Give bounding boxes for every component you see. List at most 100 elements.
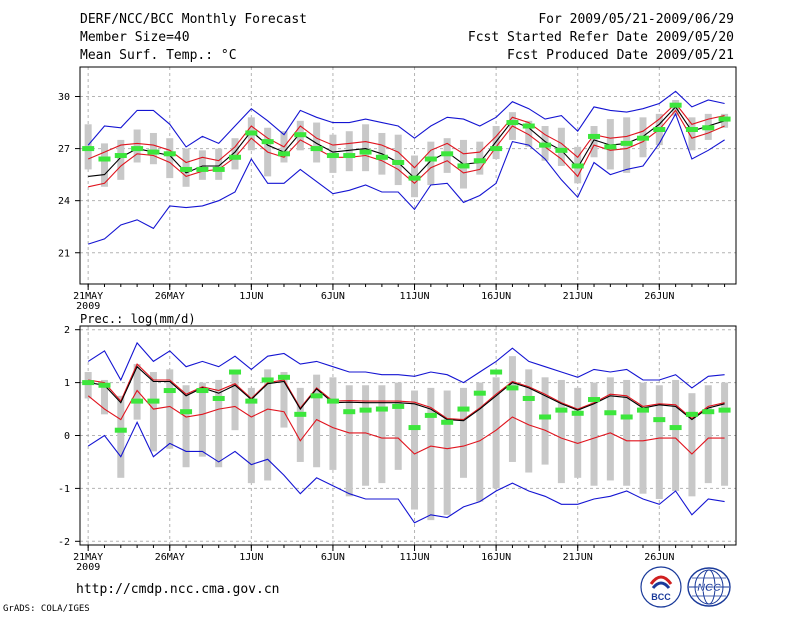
ensemble-spread-box xyxy=(133,364,141,420)
x-tick-label: 1JUN xyxy=(239,291,263,302)
observed-marker xyxy=(620,140,633,146)
observed-marker xyxy=(506,120,519,126)
fcst-produced-date: Fcst Produced Date 2009/05/21 xyxy=(507,48,734,63)
ensemble-spread-box xyxy=(133,129,141,163)
observed-marker xyxy=(277,151,290,157)
observed-marker xyxy=(392,403,405,409)
ensemble-spread-box xyxy=(149,372,157,452)
ensemble-spread-box xyxy=(100,379,108,415)
x-tick-label: 16JUN xyxy=(481,552,511,563)
observed-marker xyxy=(408,175,421,181)
observed-marker xyxy=(408,425,421,431)
ensemble-spread-box xyxy=(443,390,451,515)
observed-marker xyxy=(343,153,356,159)
ensemble-spread-box xyxy=(362,385,370,486)
fcst-started-date: Fcst Started Refer Date 2009/05/20 xyxy=(467,30,734,45)
ensemble-spread-box xyxy=(721,382,729,486)
observed-marker xyxy=(294,411,307,417)
x-tick-label: 21JUN xyxy=(563,291,593,302)
observed-marker xyxy=(685,126,698,132)
ensemble-spread-box xyxy=(215,148,223,180)
ensemble-spread-box xyxy=(231,138,239,170)
observed-marker xyxy=(620,414,633,420)
observed-marker xyxy=(555,407,568,413)
observed-marker xyxy=(490,369,503,375)
observed-marker xyxy=(98,382,111,388)
x-tick-label: 26MAY xyxy=(155,291,185,302)
ensemble-spread-box xyxy=(492,377,500,489)
observed-marker xyxy=(441,419,454,425)
ensemble-spread-box xyxy=(606,377,614,481)
ensemble-spread-box xyxy=(672,379,680,492)
ensemble-spread-box xyxy=(100,143,108,187)
ensemble-spread-box xyxy=(280,372,288,428)
observed-marker xyxy=(82,380,95,386)
observed-marker xyxy=(424,412,437,418)
observed-marker xyxy=(114,427,127,433)
ensemble-spread-box xyxy=(215,379,223,468)
ensemble-spread-box xyxy=(84,372,92,399)
ensemble-spread-box xyxy=(508,356,516,462)
ensemble-spread-box xyxy=(182,385,190,468)
ensemble-spread-box xyxy=(378,385,386,484)
observed-marker xyxy=(522,123,535,129)
ensemble-spread-box xyxy=(655,385,663,499)
observed-marker xyxy=(82,146,95,152)
x-tick-label: 26JUN xyxy=(644,291,674,302)
series-ensemble-mean xyxy=(88,106,725,179)
observed-marker xyxy=(571,410,584,416)
observed-marker xyxy=(718,407,731,413)
observed-marker xyxy=(261,139,274,145)
y-tick-label: -1 xyxy=(58,484,70,495)
x-tick-label: 11JUN xyxy=(399,552,429,563)
ensemble-spread-box xyxy=(427,141,435,186)
ensemble-spread-box xyxy=(117,395,125,478)
observed-marker xyxy=(114,153,127,159)
ensemble-spread-box xyxy=(264,369,272,481)
x-tick-label: 21JUN xyxy=(563,552,593,563)
ensemble-spread-box xyxy=(198,150,206,180)
ensemble-spread-box xyxy=(525,120,533,147)
ensemble-spread-box xyxy=(394,134,402,186)
observed-marker xyxy=(392,159,405,165)
observed-marker xyxy=(196,166,209,172)
observed-marker xyxy=(571,163,584,169)
series-ensemble-mean xyxy=(88,365,725,422)
ensemble-spread-box xyxy=(296,387,304,462)
series-upper-red xyxy=(88,363,725,421)
y-tick-label: 30 xyxy=(58,92,70,103)
precip-panel-title: Prec.: log(mm/d) xyxy=(80,312,196,326)
observed-marker xyxy=(277,374,290,380)
observed-marker xyxy=(457,406,470,412)
series-lower-blue xyxy=(88,112,725,245)
observed-marker xyxy=(229,369,242,375)
ensemble-spread-box xyxy=(247,387,255,484)
ensemble-spread-box xyxy=(313,374,321,468)
ensemble-spread-box xyxy=(345,385,353,497)
series-upper-blue xyxy=(87,90,725,148)
observed-marker xyxy=(180,166,193,172)
y-tick-label: 21 xyxy=(58,248,70,259)
ensemble-spread-box xyxy=(394,382,402,470)
x-tick-label: 26JUN xyxy=(644,552,674,563)
observed-marker xyxy=(359,407,372,413)
observed-marker xyxy=(702,125,715,131)
ensemble-spread-box xyxy=(541,377,549,465)
source-url[interactable]: http://cmdp.ncc.cma.gov.cn xyxy=(76,582,280,597)
x-tick-label: 6JUN xyxy=(321,291,345,302)
observed-marker xyxy=(539,414,552,420)
y-tick-label: 0 xyxy=(64,431,70,442)
observed-marker xyxy=(163,388,176,394)
observed-marker xyxy=(490,146,503,152)
ensemble-spread-box xyxy=(459,387,467,478)
ensemble-spread-box xyxy=(411,390,419,510)
observed-marker xyxy=(653,417,666,423)
observed-marker xyxy=(212,166,225,172)
ensemble-spread-box xyxy=(557,379,565,484)
observed-marker xyxy=(718,116,731,122)
year-label: 2009 xyxy=(76,562,100,573)
ensemble-spread-box xyxy=(313,122,321,163)
x-tick-label: 11JUN xyxy=(399,291,429,302)
observed-marker xyxy=(636,407,649,413)
observed-marker xyxy=(261,377,274,383)
